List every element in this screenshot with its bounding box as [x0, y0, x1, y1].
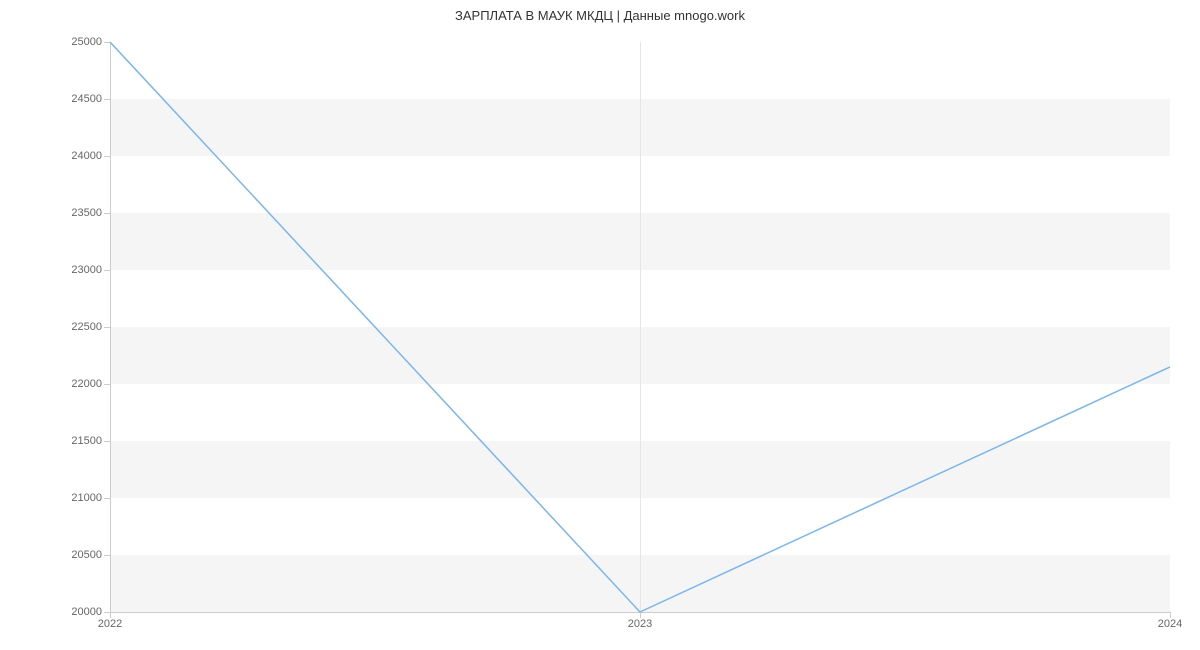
y-tick-label: 23500: [71, 207, 110, 219]
series-layer: [110, 42, 1170, 612]
y-tick-label: 24000: [71, 150, 110, 162]
x-tick-label: 2023: [628, 612, 652, 630]
x-tick-label: 2024: [1158, 612, 1182, 630]
y-tick-label: 21500: [71, 435, 110, 447]
series-line-salary: [110, 42, 1170, 612]
y-tick-label: 23000: [71, 264, 110, 276]
y-tick-label: 21000: [71, 492, 110, 504]
y-tick-label: 22000: [71, 378, 110, 390]
y-tick-label: 22500: [71, 321, 110, 333]
salary-line-chart: ЗАРПЛАТА В МАУК МКДЦ | Данные mnogo.work…: [0, 0, 1200, 650]
y-tick-label: 25000: [71, 36, 110, 48]
y-tick-label: 20500: [71, 549, 110, 561]
plot-area: 2000020500210002150022000225002300023500…: [110, 42, 1170, 612]
chart-title: ЗАРПЛАТА В МАУК МКДЦ | Данные mnogo.work: [0, 8, 1200, 23]
x-tick-label: 2022: [98, 612, 122, 630]
y-tick-label: 24500: [71, 93, 110, 105]
